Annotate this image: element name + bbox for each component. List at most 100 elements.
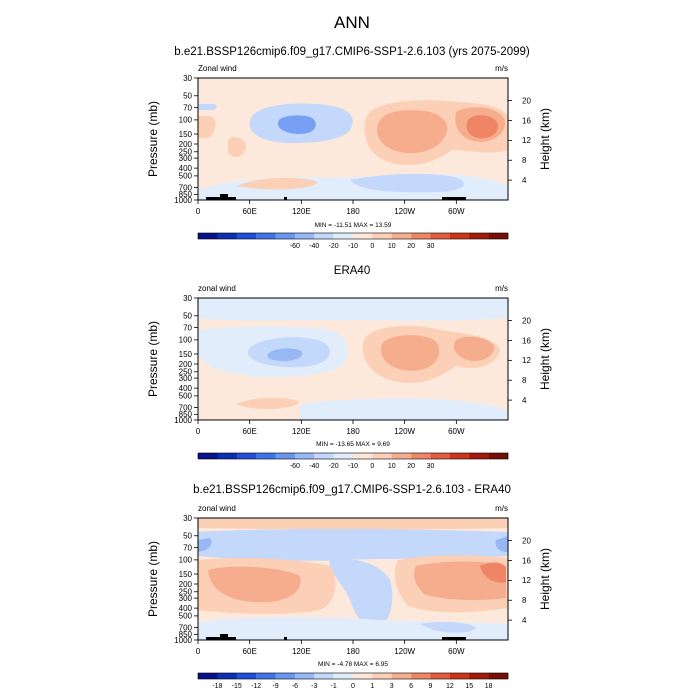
- panel-2-title: ERA40: [334, 265, 370, 277]
- panel-3-warm-right-max: [480, 562, 506, 583]
- pressure-tick-label: 700: [179, 183, 193, 192]
- panel-1-title: b.e21.BSSP126cmip6.f09_g17.CMIP6-SSP1-2.…: [174, 46, 530, 58]
- pressure-tick-label: 250: [179, 588, 193, 597]
- panel-1-mid-patch: [228, 137, 246, 157]
- colorbar-swatch: [488, 233, 509, 239]
- colorbar-swatch: [372, 453, 392, 459]
- colorbar-swatch: [314, 233, 334, 239]
- panel-2-low-easterly: [300, 398, 508, 420]
- panel-3-mid-easterly: [329, 558, 393, 631]
- pressure-tick-label: 50: [183, 312, 192, 321]
- longitude-tick-label: 120W: [394, 207, 415, 216]
- pressure-tick-label: 250: [179, 148, 193, 157]
- panel-1-topography: [284, 197, 287, 200]
- longitude-tick-label: 180: [346, 207, 360, 216]
- panel-3-warm-left-core: [208, 566, 301, 603]
- longitude-tick-label: 0: [196, 207, 201, 216]
- panel-1-topography: [220, 194, 228, 200]
- pressure-tick-label: 300: [179, 374, 193, 383]
- pressure-tick-label: 50: [183, 532, 192, 541]
- panel-3-minmax: MIN = -4.78 MAX = 6.95: [318, 661, 388, 668]
- pressure-tick-label: 200: [179, 580, 193, 589]
- colorbar-label: 0: [370, 243, 374, 250]
- longitude-tick-label: 120E: [292, 647, 311, 656]
- colorbar-label: 15: [465, 683, 473, 690]
- panel-2-jet-core: [380, 335, 440, 371]
- panel-1-y2label: Height (km): [538, 108, 552, 170]
- panel-1-plot: [197, 77, 509, 201]
- longitude-tick-label: 60W: [448, 207, 465, 216]
- pressure-tick-label: 850: [179, 190, 193, 199]
- panel-3-topography: [442, 637, 466, 640]
- panel-1-easterly-patch: [198, 104, 217, 110]
- longitude-tick-label: 60W: [448, 647, 465, 656]
- pressure-tick-label: 500: [179, 392, 193, 401]
- panel-2-colorbar: -60 -40 -20 -10 0 10 20 30: [197, 452, 509, 470]
- pressure-tick-label: 100: [179, 336, 193, 345]
- colorbar-swatch: [469, 453, 489, 459]
- panel-3-plot: [197, 517, 509, 641]
- colorbar-label: -40: [309, 463, 319, 470]
- panel-1-ylabel: Pressure (mb): [146, 101, 160, 177]
- longitude-tick-label: 120W: [394, 647, 415, 656]
- height-tick-label: 8: [522, 156, 527, 165]
- colorbar-swatch: [256, 233, 276, 239]
- panel-1-easterly-core: [277, 115, 316, 134]
- colorbar-label: 9: [429, 683, 433, 690]
- colorbar-swatch: [430, 233, 451, 239]
- panel-2-easterly-core: [267, 348, 303, 362]
- panel-3-left-label: zonal wind: [198, 504, 236, 513]
- colorbar-label: 20: [407, 463, 415, 470]
- pressure-tick-label: 300: [179, 594, 193, 603]
- height-tick-label: 16: [522, 336, 531, 345]
- pressure-tick-label: 30: [183, 74, 192, 83]
- colorbar-swatch: [294, 673, 315, 679]
- colorbar-swatch: [333, 453, 354, 459]
- panel-2-left-label: zonal wind: [198, 284, 236, 293]
- pressure-tick-label: 150: [179, 570, 193, 579]
- colorbar-label: 18: [485, 683, 493, 690]
- longitude-tick-label: 180: [346, 427, 360, 436]
- colorbar-swatch: [411, 673, 431, 679]
- pressure-tick-label: 70: [183, 323, 192, 332]
- pressure-tick-label: 700: [179, 623, 193, 632]
- panel-3-upper-easterly-core: [495, 536, 508, 552]
- colorbar-label: -60: [290, 463, 300, 470]
- pressure-tick-label: 500: [179, 612, 193, 621]
- colorbar-swatch: [430, 453, 451, 459]
- colorbar-swatch: [488, 453, 509, 459]
- panel-2-plot: [197, 297, 509, 421]
- pressure-tick-label: 100: [179, 116, 193, 125]
- colorbar-swatch: [256, 453, 276, 459]
- panel-3: b.e21.BSSP126cmip6.f09_g17.CMIP6-SSP1-2.…: [146, 484, 552, 690]
- pressure-tick-label: 300: [179, 154, 193, 163]
- colorbar-swatch: [275, 453, 296, 459]
- panel-1-west-jet: [198, 116, 216, 138]
- colorbar-swatch: [411, 453, 431, 459]
- colorbar-swatch: [294, 233, 315, 239]
- longitude-tick-label: 0: [196, 427, 201, 436]
- panel-3-units: m/s: [495, 504, 508, 513]
- colorbar-label: -12: [251, 683, 261, 690]
- panel-1: b.e21.BSSP126cmip6.f09_g17.CMIP6-SSP1-2.…: [146, 46, 552, 250]
- panel-3-low-cool-core: [420, 621, 476, 633]
- colorbar-swatch: [275, 673, 296, 679]
- colorbar-swatch: [294, 453, 315, 459]
- panel-3-strat-warm: [198, 518, 508, 530]
- height-tick-label: 16: [522, 116, 531, 125]
- pressure-tick-label: 700: [179, 403, 193, 412]
- colorbar-label: 3: [390, 683, 394, 690]
- height-tick-label: 4: [522, 176, 527, 185]
- colorbar-swatch: [333, 673, 354, 679]
- panel-3-topography: [284, 637, 287, 640]
- panel-3-upper-easterly-core: [198, 538, 212, 552]
- colorbar-swatch: [333, 233, 354, 239]
- colorbar-swatch: [236, 233, 257, 239]
- panel-1-low-westerly: [236, 177, 318, 190]
- panel-3-y2label: Height (km): [538, 548, 552, 610]
- colorbar-label: 1: [370, 683, 374, 690]
- colorbar-swatch: [217, 233, 237, 239]
